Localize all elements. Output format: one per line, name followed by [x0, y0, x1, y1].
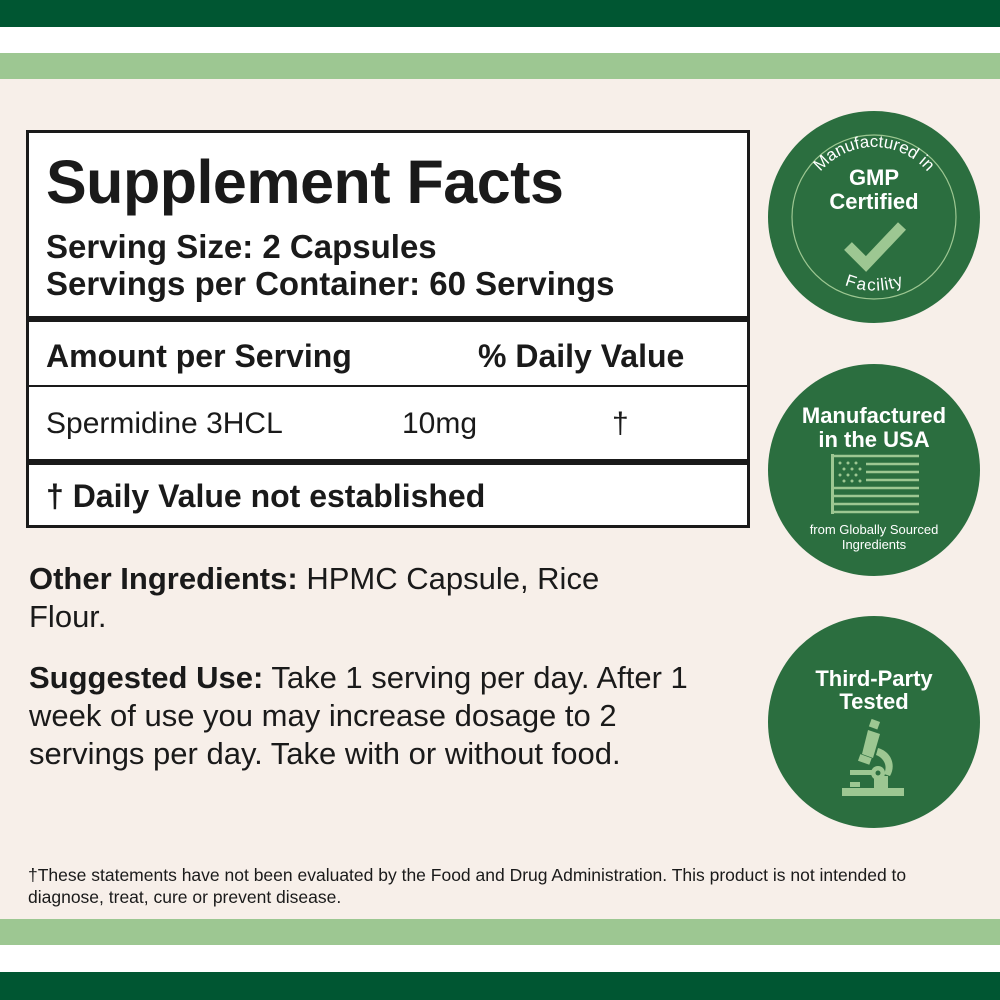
- checkmark-icon: [844, 222, 906, 272]
- top-light-stripe: [0, 53, 1000, 79]
- badge-subtitle-2: Ingredients: [841, 537, 907, 552]
- ingredient-dv: †: [612, 407, 629, 440]
- svg-text:Facility: Facility: [843, 271, 905, 295]
- top-dark-stripe: [0, 0, 1000, 27]
- dv-note: † Daily Value not established: [46, 478, 486, 514]
- suggested-use-text: Take 1 serving per day. After 1 week of …: [29, 660, 688, 771]
- badge-title-1: GMP: [848, 165, 900, 190]
- badge-title-1: Third-Party: [815, 666, 933, 691]
- badge-title-2: Tested: [839, 689, 909, 714]
- badge-title-2: in the USA: [818, 427, 930, 452]
- suggested-use-label: Suggested Use:: [29, 660, 264, 695]
- ingredient-name: Spermidine 3HCL: [46, 407, 283, 440]
- badge-subtitle-1: from Globally Sourced: [809, 522, 939, 537]
- bottom-dark-stripe: [0, 972, 1000, 1000]
- header-daily-value: % Daily Value: [478, 338, 685, 374]
- third-party-tested-badge: Third-Party Tested: [768, 616, 980, 828]
- top-white-stripe: [0, 27, 1000, 53]
- supplement-facts-panel: Supplement Facts Serving Size: 2 Capsule…: [26, 130, 750, 528]
- microscope-icon: [842, 718, 904, 796]
- gmp-certified-badge: Manufactured in Facility GMP Certified: [768, 111, 980, 323]
- badge-title-1: Manufactured: [801, 403, 947, 428]
- made-in-usa-badge: Manufactured in the USA from Globally So…: [768, 364, 980, 576]
- arc-bottom-text: Facility: [843, 271, 905, 295]
- thick-divider: [29, 459, 747, 465]
- other-ingredients-text: HPMC Capsule, Rice Flour.: [29, 561, 600, 634]
- badge-title-2: Certified: [829, 189, 919, 214]
- servings-per-container: Servings per Container: 60 Servings: [46, 265, 615, 302]
- fda-disclaimer: †These statements have not been evaluate…: [28, 865, 907, 907]
- thick-divider: [29, 316, 747, 322]
- facts-title: Supplement Facts: [46, 148, 564, 216]
- ingredient-amount: 10mg: [402, 407, 478, 440]
- us-flag-icon: [831, 454, 919, 514]
- serving-size: Serving Size: 2 Capsules: [46, 228, 437, 265]
- bottom-white-stripe: [0, 945, 1000, 972]
- badge-ring: Manufactured in Facility: [791, 132, 957, 300]
- suggested-use: Suggested Use: Take 1 serving per day. A…: [29, 659, 689, 773]
- thin-divider: [29, 385, 747, 387]
- header-amount: Amount per Serving: [46, 338, 352, 374]
- other-ingredients: Other Ingredients: HPMC Capsule, Rice Fl…: [29, 560, 629, 636]
- other-ingredients-label: Other Ingredients:: [29, 561, 298, 596]
- bottom-light-stripe: [0, 919, 1000, 945]
